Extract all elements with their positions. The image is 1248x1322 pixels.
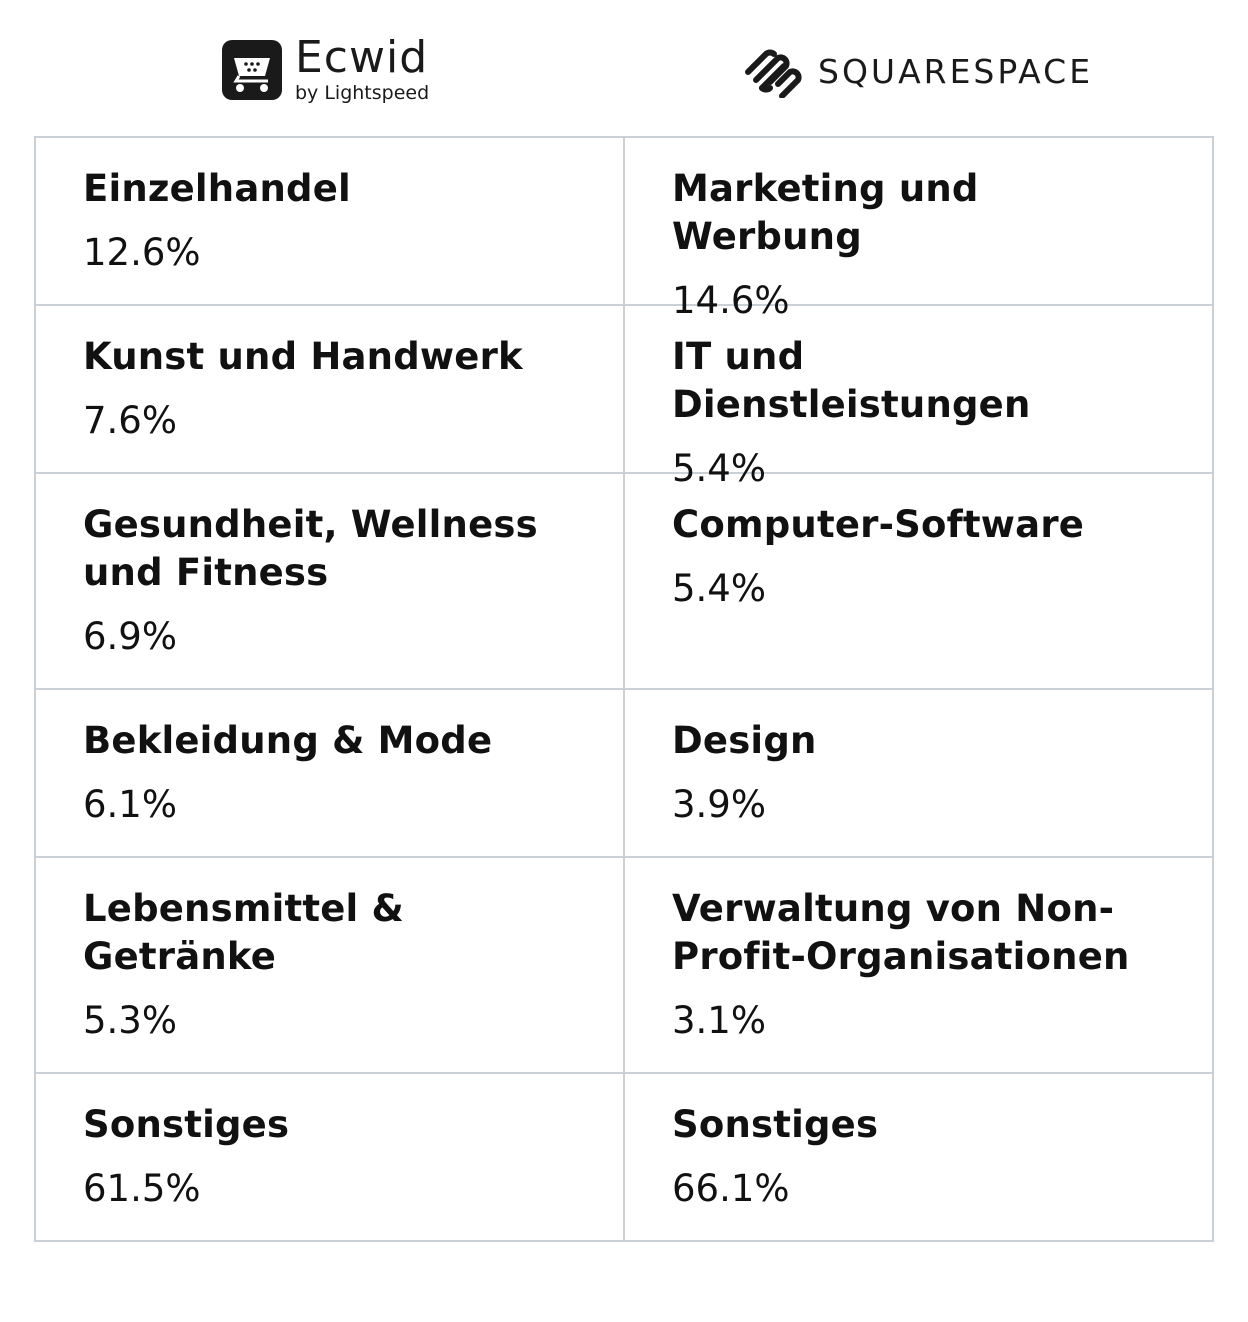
- industry-percentage: 3.1%: [672, 999, 766, 1042]
- industry-percentage: 7.6%: [83, 399, 177, 442]
- table-cell-ecwid: Gesundheit, Wellness und Fitness 6.9%: [36, 474, 625, 690]
- industry-percentage: 66.1%: [672, 1167, 790, 1210]
- table-cell-ecwid: Sonstiges 61.5%: [36, 1074, 625, 1242]
- comparison-table: Einzelhandel 12.6% Marketing und Werbung…: [34, 136, 1214, 1242]
- squarespace-brand-name: SQUARESPACE: [818, 51, 1094, 91]
- table-cell-ecwid: Einzelhandel 12.6%: [36, 138, 625, 306]
- industry-percentage: 5.4%: [672, 447, 766, 490]
- table-cell-squarespace: IT und Dienstleistungen 5.4%: [625, 306, 1214, 490]
- table-cell-ecwid: Bekleidung & Mode 6.1%: [36, 690, 625, 858]
- table-row: Bekleidung & Mode 6.1% Design 3.9%: [36, 690, 1214, 858]
- industry-percentage: 6.1%: [83, 783, 177, 826]
- industry-percentage: 5.4%: [672, 567, 766, 610]
- industry-label: Design: [672, 719, 817, 762]
- industry-label: Kunst und Handwerk: [83, 335, 523, 378]
- squarespace-logo-icon: [745, 49, 802, 98]
- industry-label: Einzelhandel: [83, 167, 351, 210]
- table-cell-squarespace: Sonstiges 66.1%: [625, 1074, 1214, 1242]
- table-row: Gesundheit, Wellness und Fitness 6.9% Co…: [36, 474, 1214, 690]
- ecwid-logo: Ecwid by Lightspeed: [222, 36, 429, 106]
- industry-percentage: 61.5%: [83, 1167, 201, 1210]
- industry-label: Gesundheit, Wellness und Fitness: [83, 503, 538, 594]
- industry-percentage: 14.6%: [672, 279, 790, 322]
- industry-percentage: 3.9%: [672, 783, 766, 826]
- table-cell-ecwid: Kunst und Handwerk 7.6%: [36, 306, 625, 474]
- table-cell-ecwid: Lebensmittel & Getränke 5.3%: [36, 858, 625, 1074]
- industry-label: IT und Dienstleistungen: [672, 335, 1031, 426]
- industry-label: Sonstiges: [672, 1103, 879, 1146]
- industry-label: Bekleidung & Mode: [83, 719, 493, 762]
- industry-percentage: 6.9%: [83, 615, 177, 658]
- header: Ecwid by Lightspeed SQUARESPACE: [0, 0, 1248, 136]
- industry-label: Sonstiges: [83, 1103, 290, 1146]
- table-row: Kunst und Handwerk 7.6% IT und Dienstlei…: [36, 306, 1214, 490]
- table-cell-squarespace: Marketing und Werbung 14.6%: [625, 138, 1214, 322]
- industry-percentage: 12.6%: [83, 231, 201, 274]
- table-cell-squarespace: Design 3.9%: [625, 690, 1214, 858]
- ecwid-brand-name: Ecwid: [295, 32, 429, 83]
- industry-label: Lebensmittel & Getränke: [83, 887, 404, 978]
- table-row: Sonstiges 61.5% Sonstiges 66.1%: [36, 1074, 1214, 1242]
- shopping-cart-icon: [222, 40, 282, 100]
- table-row: Einzelhandel 12.6% Marketing und Werbung…: [36, 138, 1214, 322]
- table-row: Lebensmittel & Getränke 5.3% Verwaltung …: [36, 858, 1214, 1074]
- industry-label: Marketing und Werbung: [672, 167, 979, 258]
- industry-label: Verwaltung von Non-Profit-Organisationen: [672, 887, 1130, 978]
- ecwid-brand-subtitle: by Lightspeed: [295, 82, 430, 104]
- table-cell-squarespace: Verwaltung von Non-Profit-Organisationen…: [625, 858, 1214, 1074]
- industry-label: Computer-Software: [672, 503, 1085, 546]
- industry-percentage: 5.3%: [83, 999, 177, 1042]
- table-cell-squarespace: Computer-Software 5.4%: [625, 474, 1214, 690]
- squarespace-logo: SQUARESPACE: [742, 44, 1093, 98]
